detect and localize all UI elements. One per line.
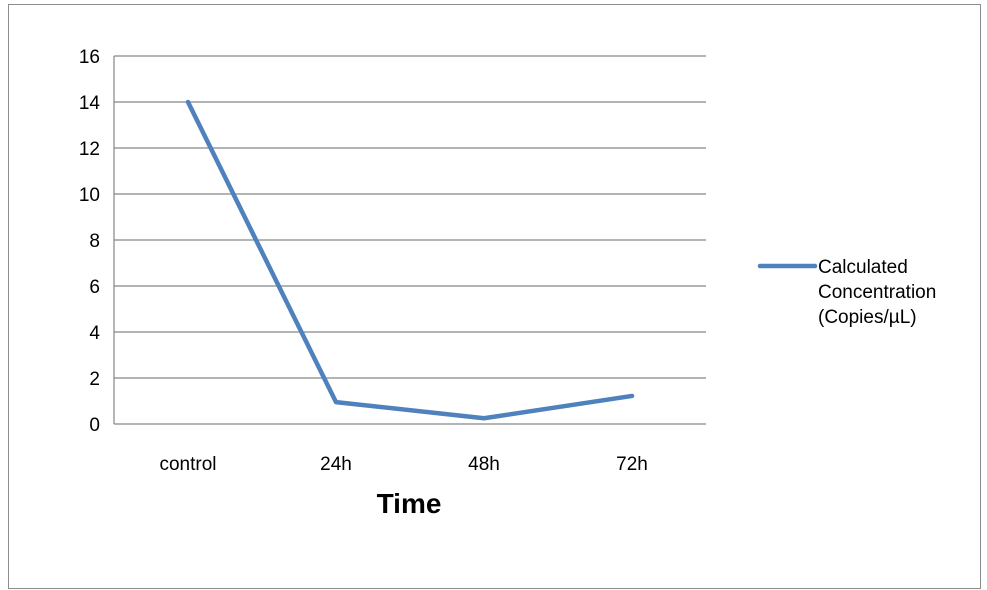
y-tick-label: 2 — [89, 369, 100, 390]
series-layer — [188, 102, 632, 418]
y-tick-label: 6 — [89, 277, 100, 298]
y-tick-label: 0 — [89, 415, 100, 436]
x-tick-label: 48h — [468, 454, 500, 475]
y-tick-label: 16 — [79, 47, 100, 68]
y-tick-label: 12 — [79, 139, 100, 160]
y-axis-ticks: 0 2 4 6 8 10 12 14 16 — [79, 47, 101, 436]
line-chart: 0 2 4 6 8 10 12 14 16 control 24h 48h 72h Time Calc… — [9, 5, 982, 590]
y-tick-label: 10 — [79, 185, 100, 206]
gridlines — [114, 56, 706, 424]
x-axis-title: Time — [377, 488, 442, 519]
x-axis-ticks: control 24h 48h 72h — [159, 454, 647, 475]
series-line — [188, 102, 632, 418]
y-tick-label: 8 — [89, 231, 100, 252]
chart-frame: 0 2 4 6 8 10 12 14 16 control 24h 48h 72h Time Calc… — [8, 4, 981, 589]
y-tick-label: 4 — [89, 323, 100, 344]
x-tick-label: 24h — [320, 454, 352, 475]
x-tick-label: 72h — [616, 454, 648, 475]
x-tick-label: control — [159, 454, 216, 475]
y-tick-label: 14 — [79, 93, 101, 114]
